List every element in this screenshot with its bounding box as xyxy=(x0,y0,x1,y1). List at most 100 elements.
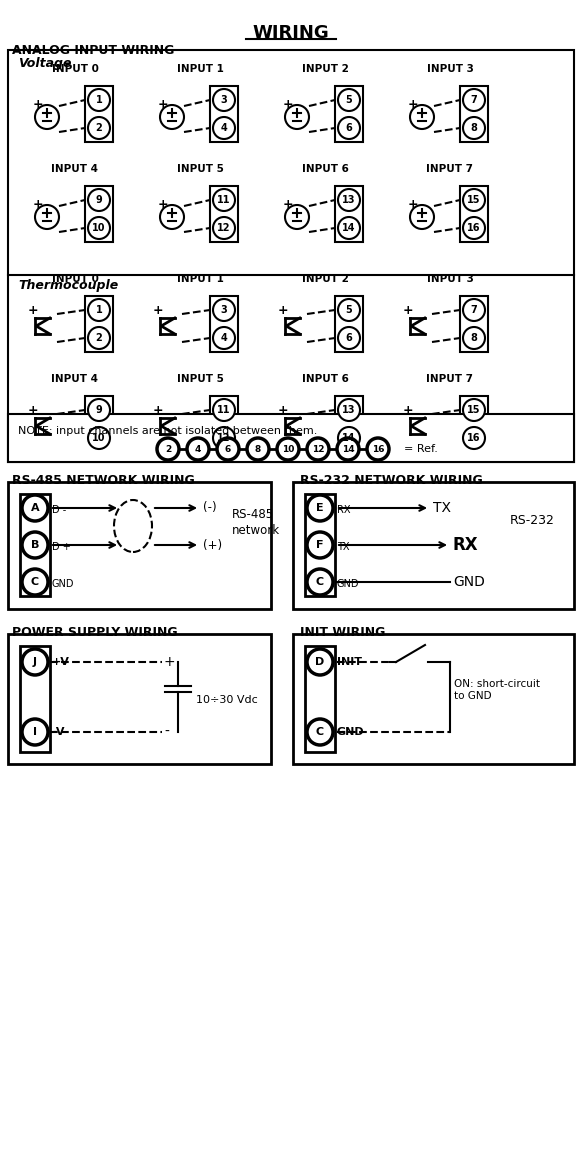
Text: 4: 4 xyxy=(221,123,228,132)
Circle shape xyxy=(187,438,209,460)
Bar xyxy=(460,296,488,353)
Text: INPUT 3: INPUT 3 xyxy=(427,65,473,74)
Text: I: I xyxy=(33,727,37,737)
Text: +: + xyxy=(153,303,164,317)
Text: INPUT 0: INPUT 0 xyxy=(52,65,98,74)
Text: 2: 2 xyxy=(165,445,171,454)
Text: +: + xyxy=(33,98,44,111)
Bar xyxy=(335,86,363,142)
Text: 15: 15 xyxy=(467,406,481,415)
Text: 13: 13 xyxy=(342,195,356,205)
Circle shape xyxy=(160,105,184,129)
Bar xyxy=(8,482,271,609)
Text: = Ref.: = Ref. xyxy=(404,444,438,454)
Circle shape xyxy=(337,438,359,460)
Text: +: + xyxy=(403,403,414,417)
Circle shape xyxy=(463,327,485,349)
Text: 4: 4 xyxy=(195,445,201,454)
Text: INPUT 2: INPUT 2 xyxy=(301,65,349,74)
Text: RS-232 NETWORK WIRING: RS-232 NETWORK WIRING xyxy=(300,473,482,487)
Bar xyxy=(8,414,574,462)
Text: 5: 5 xyxy=(346,305,352,314)
Circle shape xyxy=(338,189,360,211)
Circle shape xyxy=(338,118,360,139)
Circle shape xyxy=(88,399,110,420)
Text: 2: 2 xyxy=(95,333,102,343)
Bar xyxy=(335,185,363,242)
Text: RS-485 NETWORK WIRING: RS-485 NETWORK WIRING xyxy=(12,473,195,487)
Circle shape xyxy=(88,427,110,449)
Text: RX: RX xyxy=(453,536,478,554)
Bar xyxy=(293,482,574,609)
Text: GND: GND xyxy=(52,579,74,589)
Circle shape xyxy=(213,118,235,139)
Circle shape xyxy=(22,649,48,675)
Text: POWER SUPPLY WIRING: POWER SUPPLY WIRING xyxy=(12,626,178,639)
Text: TX: TX xyxy=(337,541,350,552)
Text: (-): (-) xyxy=(203,501,217,515)
Circle shape xyxy=(22,532,48,558)
Text: 6: 6 xyxy=(346,333,352,343)
Text: 14: 14 xyxy=(342,445,354,454)
Text: D -: D - xyxy=(52,505,66,515)
Text: 16: 16 xyxy=(467,433,481,444)
Circle shape xyxy=(307,495,333,521)
Text: D: D xyxy=(315,657,325,667)
Text: 8: 8 xyxy=(471,333,477,343)
Bar xyxy=(85,396,113,452)
Text: 1: 1 xyxy=(95,94,102,105)
Circle shape xyxy=(463,427,485,449)
Text: F: F xyxy=(316,540,324,550)
Text: 5: 5 xyxy=(346,94,352,105)
Text: ANALOG INPUT WIRING: ANALOG INPUT WIRING xyxy=(12,44,175,56)
Text: INPUT 0: INPUT 0 xyxy=(52,274,98,285)
Circle shape xyxy=(338,399,360,420)
Text: +: + xyxy=(403,303,414,317)
Circle shape xyxy=(307,569,333,594)
Circle shape xyxy=(213,300,235,321)
Text: RS-232: RS-232 xyxy=(510,514,555,526)
Circle shape xyxy=(88,217,110,238)
Text: 14: 14 xyxy=(342,223,356,233)
Circle shape xyxy=(213,399,235,420)
Circle shape xyxy=(277,438,299,460)
Circle shape xyxy=(338,300,360,321)
Text: INPUT 3: INPUT 3 xyxy=(427,274,473,285)
Text: RS-485: RS-485 xyxy=(232,508,274,521)
Bar xyxy=(305,646,335,752)
Text: 3: 3 xyxy=(221,305,228,314)
Text: 10: 10 xyxy=(93,433,106,444)
Text: GND: GND xyxy=(337,579,360,589)
Text: 9: 9 xyxy=(95,406,102,415)
Text: ON: short-circuit
to GND: ON: short-circuit to GND xyxy=(454,680,540,700)
Circle shape xyxy=(285,205,309,229)
Circle shape xyxy=(367,438,389,460)
Text: C: C xyxy=(316,577,324,588)
Text: 7: 7 xyxy=(471,94,477,105)
Text: 7: 7 xyxy=(471,305,477,314)
Text: A: A xyxy=(31,503,40,513)
Text: J: J xyxy=(33,657,37,667)
Text: +: + xyxy=(153,403,164,417)
Text: 4: 4 xyxy=(221,333,228,343)
Circle shape xyxy=(35,205,59,229)
Text: 12: 12 xyxy=(217,223,230,233)
Text: E: E xyxy=(316,503,324,513)
Bar xyxy=(210,396,238,452)
Bar xyxy=(335,296,363,353)
Circle shape xyxy=(338,427,360,449)
Text: +: + xyxy=(33,197,44,211)
Text: D +: D + xyxy=(52,541,71,552)
Circle shape xyxy=(285,105,309,129)
Circle shape xyxy=(217,438,239,460)
Text: C: C xyxy=(316,727,324,737)
Text: +: + xyxy=(408,197,418,211)
Bar xyxy=(20,494,50,596)
Text: INPUT 1: INPUT 1 xyxy=(176,274,223,285)
Text: 3: 3 xyxy=(221,94,228,105)
Text: INPUT 6: INPUT 6 xyxy=(301,374,349,384)
Text: 8: 8 xyxy=(255,445,261,454)
Text: 10÷30 Vdc: 10÷30 Vdc xyxy=(196,695,258,705)
Bar xyxy=(210,86,238,142)
Bar xyxy=(20,646,50,752)
